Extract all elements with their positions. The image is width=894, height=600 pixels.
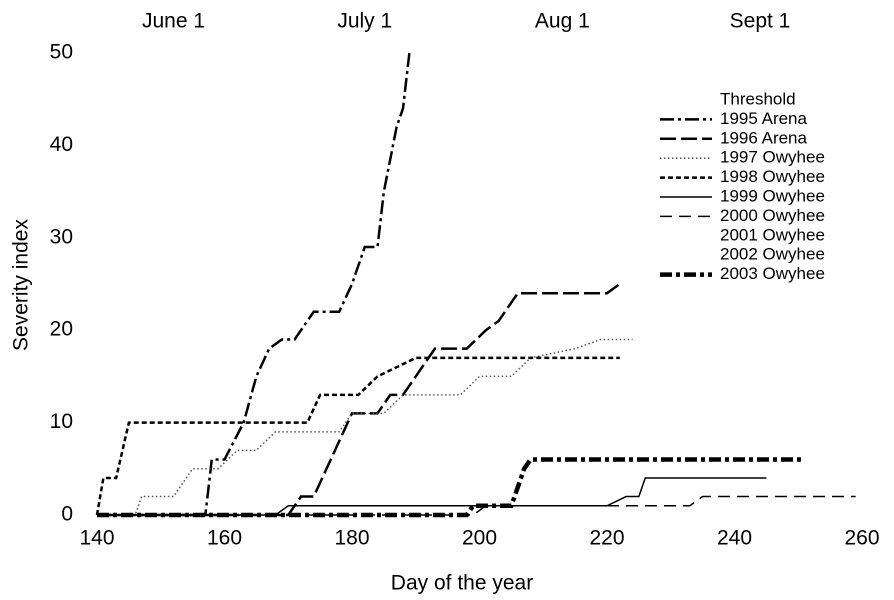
legend-label: 1997 Owyhee (720, 148, 825, 167)
y-tick-label: 0 (61, 503, 73, 526)
x-tick-label: 180 (334, 527, 369, 550)
y-tick-label: 30 (50, 225, 73, 248)
series-line (97, 52, 411, 517)
x-tick-label: 220 (589, 527, 624, 550)
legend-label: 2003 Owyhee (720, 264, 825, 283)
y-tick-label: 40 (50, 133, 73, 156)
x-axis-label: Day of the year (391, 572, 533, 595)
x-tick-label: 160 (207, 527, 242, 550)
x-tick-label: 260 (844, 527, 879, 550)
y-tick-label: 20 (50, 318, 73, 341)
legend-label: 2000 Owyhee (720, 206, 825, 225)
series-line (97, 338, 633, 516)
top-tick-label: July 1 (337, 10, 392, 33)
top-tick-label: June 1 (142, 10, 205, 33)
y-tick-label: 50 (50, 41, 73, 64)
y-tick-label: 10 (50, 410, 73, 433)
legend-label: 1996 Arena (720, 128, 808, 147)
series-line (97, 457, 805, 518)
series-line (95, 356, 620, 516)
top-tick-label: Aug 1 (535, 10, 590, 33)
legend-label: 1995 Arena (720, 109, 808, 128)
legend-label: Threshold (720, 89, 796, 108)
legend-label: 1998 Owyhee (720, 167, 825, 186)
legend-label: 2001 Owyhee (720, 225, 825, 244)
legend-label: 2002 Owyhee (720, 245, 825, 264)
x-tick-label: 200 (462, 527, 497, 550)
legend-label: 1999 Owyhee (720, 186, 825, 205)
x-tick-label: 240 (717, 527, 752, 550)
series-line (97, 477, 767, 516)
series-line (97, 282, 621, 517)
x-tick-label: 140 (79, 527, 114, 550)
top-tick-label: Sept 1 (730, 10, 791, 33)
y-axis-label: Severity index (10, 219, 33, 351)
